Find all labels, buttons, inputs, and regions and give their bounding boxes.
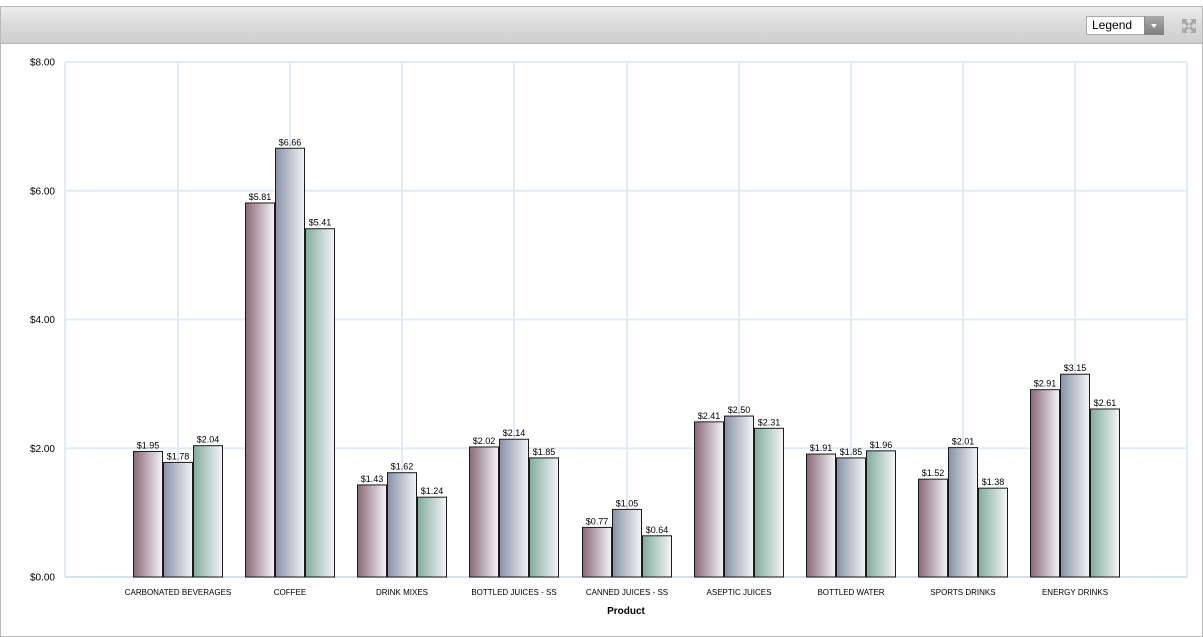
bar[interactable] — [836, 457, 866, 578]
x-tick-label: ASEPTIC JUICES — [707, 588, 772, 597]
x-tick-label: CARBONATED BEVERAGES — [125, 588, 232, 597]
bar[interactable] — [469, 446, 499, 578]
bar[interactable] — [948, 447, 978, 578]
bar[interactable] — [357, 484, 387, 578]
y-axis-ticks: $0.00 $2.00 $4.00 $6.00 $8.00 — [30, 58, 55, 584]
x-tick-label: SPORTS DRINKS — [930, 588, 995, 597]
bar-value-label: $1.24 — [421, 486, 444, 496]
bar[interactable] — [1030, 389, 1060, 578]
bar[interactable] — [1090, 408, 1120, 578]
bar-value-label: $1.05 — [616, 498, 639, 508]
chart-bars: $1.95 $1.78 $2.04 $5.81 $6.66 $5.41 $1.43 $1.62… — [133, 137, 1120, 578]
bar[interactable] — [642, 535, 672, 578]
bar-value-label: $2.04 — [197, 435, 220, 445]
bar-value-label: $5.81 — [249, 192, 272, 202]
bar[interactable] — [305, 228, 335, 578]
x-tick-label: ENERGY DRINKS — [1042, 588, 1108, 597]
bar-value-label: $6.66 — [279, 137, 302, 147]
bar[interactable] — [387, 472, 417, 578]
bar[interactable] — [612, 508, 642, 578]
bar-value-label: $1.85 — [533, 447, 556, 457]
bar-value-label: $1.95 — [137, 440, 160, 450]
bar[interactable] — [245, 202, 275, 578]
bar[interactable] — [978, 487, 1008, 578]
bar-value-label: $1.43 — [361, 474, 384, 484]
expand-arrows-icon[interactable] — [1181, 18, 1197, 34]
bar[interactable] — [1060, 373, 1090, 578]
bar-value-label: $2.02 — [473, 436, 496, 446]
y-tick-label: $4.00 — [30, 315, 55, 326]
bar-value-label: $1.85 — [840, 447, 863, 457]
bar-value-label: $1.96 — [870, 440, 893, 450]
bar-value-label: $2.41 — [698, 411, 721, 421]
bar-value-label: $1.62 — [391, 462, 414, 472]
bar-value-label: $1.91 — [810, 443, 833, 453]
bar[interactable] — [193, 445, 223, 578]
bar[interactable] — [529, 457, 559, 578]
bar-value-label: $2.01 — [952, 437, 975, 447]
bar-value-label: $5.41 — [309, 218, 332, 228]
bar[interactable] — [582, 526, 612, 578]
x-tick-label: BOTTLED JUICES - SS — [471, 588, 556, 597]
bar[interactable] — [806, 453, 836, 578]
bar[interactable] — [275, 147, 305, 578]
bar-value-label: $1.52 — [922, 468, 945, 478]
bar-value-label: $2.50 — [728, 405, 751, 415]
bar-value-label: $0.77 — [586, 516, 609, 526]
bar-value-label: $2.31 — [758, 417, 781, 427]
bar[interactable] — [417, 496, 447, 578]
bar-value-label: $1.78 — [167, 451, 190, 461]
y-tick-label: $6.00 — [30, 186, 55, 197]
bar[interactable] — [754, 427, 784, 578]
legend-dropdown-label: Legend — [1092, 18, 1133, 32]
x-axis-labels: CARBONATED BEVERAGES COFFEE DRINK MIXES BOT… — [125, 588, 1108, 597]
bar[interactable] — [694, 421, 724, 578]
chart-toolbar: Legend — [1, 7, 1202, 44]
y-tick-label: $8.00 — [30, 58, 55, 69]
bar[interactable] — [163, 461, 193, 578]
bar-value-label: $1.38 — [982, 477, 1005, 487]
bar[interactable] — [133, 450, 163, 578]
bar-value-label: $2.91 — [1034, 379, 1057, 389]
x-tick-label: CANNED JUICES - SS — [586, 588, 668, 597]
bar-value-label: $0.64 — [646, 525, 669, 535]
legend-dropdown[interactable]: Legend — [1086, 16, 1164, 35]
x-tick-label: BOTTLED WATER — [817, 588, 884, 597]
x-tick-label: COFFEE — [274, 588, 306, 597]
bar[interactable] — [918, 478, 948, 578]
x-tick-label: DRINK MIXES — [376, 588, 428, 597]
y-tick-label: $0.00 — [30, 573, 55, 584]
bar[interactable] — [724, 415, 754, 578]
bar[interactable] — [499, 438, 529, 578]
bar-value-label: $2.61 — [1094, 398, 1117, 408]
y-tick-label: $2.00 — [30, 444, 55, 455]
bar-value-label: $3.15 — [1064, 363, 1087, 373]
bar-value-label: $2.14 — [503, 428, 526, 438]
bar[interactable] — [866, 450, 896, 578]
chevron-down-icon[interactable] — [1144, 16, 1164, 35]
x-axis-title: Product — [607, 606, 645, 617]
